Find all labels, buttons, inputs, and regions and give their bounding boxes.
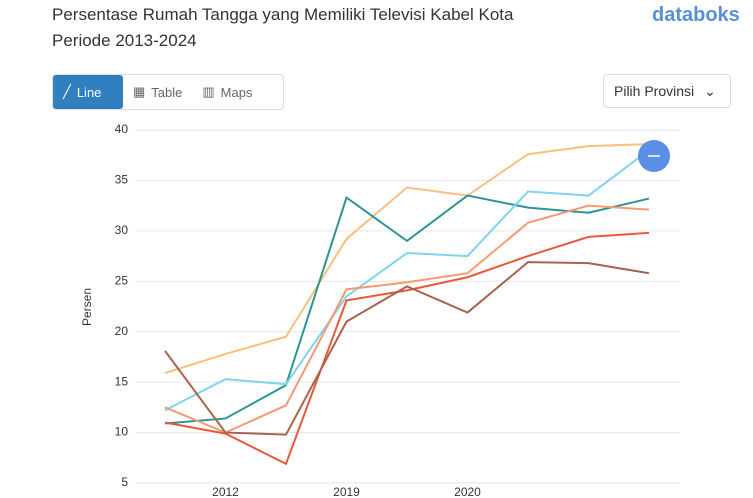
x-tick-label: 2020 [454, 485, 481, 498]
tab-label: Line [76, 84, 102, 100]
y-tick-label: 25 [115, 273, 129, 287]
x-tick-label: 2019 [333, 485, 360, 498]
series-line [164, 194, 650, 425]
y-tick-label: 15 [115, 374, 129, 388]
logo[interactable]: databoks [652, 4, 740, 26]
province-dropdown[interactable]: Pilih Provinsi ⌄ [603, 74, 731, 108]
y-tick-label: 20 [115, 324, 129, 338]
series-line [164, 261, 650, 436]
series-line [164, 143, 650, 375]
y-tick-label: 40 [115, 122, 129, 136]
series-line [164, 204, 650, 434]
y-tick-label: 10 [115, 425, 129, 439]
tab-maps[interactable]: ▥ Maps [202, 84, 253, 100]
tab-table[interactable]: ▦ Table [133, 84, 183, 100]
series-line [164, 149, 650, 412]
tab-line[interactable]: ╱ Line [53, 75, 123, 109]
y-tick-label: 5 [121, 475, 128, 489]
chart-title: Persentase Rumah Tangga yang Memiliki Te… [52, 5, 514, 50]
series-line [164, 231, 650, 466]
tab-label: Table [151, 84, 183, 100]
view-tabs: ╱ Line ▦ Table ▥ Maps [52, 74, 284, 110]
tab-label: Maps [220, 84, 253, 100]
y-axis-label: Persen [80, 288, 94, 326]
dropdown-label: Pilih Provinsi [614, 83, 695, 99]
y-tick-label: 35 [115, 173, 129, 187]
x-tick-label: 2012 [212, 485, 239, 498]
y-tick-label: 30 [115, 223, 129, 237]
